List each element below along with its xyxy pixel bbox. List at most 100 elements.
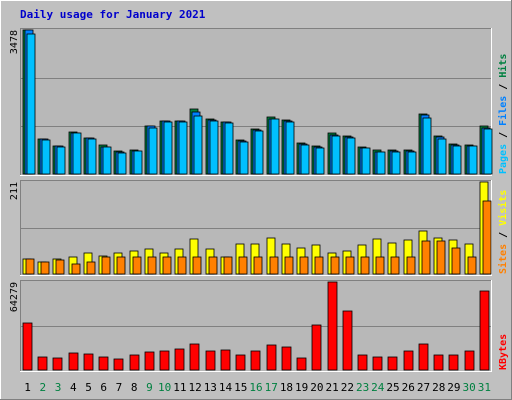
legend-hits-files-pages-part: /: [498, 126, 509, 144]
bar-kbytes-day-21: [327, 281, 338, 371]
bar-kbytes-day-1: [22, 322, 33, 371]
x-tick-label-day-19: 19: [295, 381, 308, 394]
bar-pages-day-24: [376, 151, 386, 175]
x-tick-label-day-23: 23: [356, 381, 369, 394]
bar-sites-day-11: [177, 256, 187, 275]
bar-kbytes-day-23: [357, 354, 368, 371]
bar-sites-day-12: [192, 256, 202, 275]
bar-sites-day-18: [284, 256, 294, 275]
x-tick-label-day-2: 2: [40, 381, 47, 394]
x-tick-label-day-18: 18: [280, 381, 293, 394]
y-max-label: 3478: [9, 30, 20, 54]
bar-pages-day-20: [315, 147, 325, 175]
y-max-label: 211: [9, 182, 20, 200]
bar-sites-day-30: [467, 256, 477, 275]
bar-sites-day-26: [406, 256, 416, 275]
bar-pages-day-9: [148, 127, 158, 175]
bar-kbytes-day-12: [189, 343, 200, 371]
bar-kbytes-day-2: [37, 356, 48, 371]
bar-sites-day-1: [25, 258, 35, 275]
bar-kbytes-day-13: [205, 350, 216, 371]
bar-sites-day-22: [345, 256, 355, 275]
x-tick-label-day-13: 13: [204, 381, 217, 394]
bar-kbytes-day-28: [433, 354, 444, 371]
bar-sites-day-8: [132, 256, 142, 275]
bar-pages-day-28: [437, 138, 447, 175]
x-tick-label-day-5: 5: [85, 381, 92, 394]
bar-kbytes-day-3: [52, 357, 63, 371]
bar-pages-day-11: [178, 121, 188, 175]
x-tick-label-day-20: 20: [310, 381, 323, 394]
legend-kbytes: KBytes: [498, 334, 509, 370]
x-tick-label-day-12: 12: [188, 381, 201, 394]
bar-sites-day-19: [299, 256, 309, 275]
bar-pages-day-3: [56, 146, 66, 175]
x-tick-label-day-4: 4: [70, 381, 77, 394]
bar-kbytes-day-20: [311, 324, 322, 371]
bar-pages-day-16: [254, 130, 264, 175]
legend-visits-sites: Sites / Visits: [497, 190, 509, 274]
x-tick-label-day-22: 22: [341, 381, 354, 394]
bar-kbytes-day-30: [464, 350, 475, 371]
bar-sites-day-15: [238, 256, 248, 275]
x-tick-label-day-15: 15: [234, 381, 247, 394]
bar-pages-day-4: [72, 132, 82, 175]
bar-kbytes-day-10: [159, 350, 170, 371]
bar-kbytes-day-11: [174, 348, 185, 371]
bar-kbytes-day-18: [281, 346, 292, 371]
bar-pages-day-18: [285, 121, 295, 175]
bar-kbytes-day-4: [68, 352, 79, 371]
bar-kbytes-day-27: [418, 343, 429, 371]
y-max-label: 64279: [9, 282, 20, 312]
bar-sites-day-28: [436, 240, 446, 275]
bar-sites-day-20: [314, 256, 324, 275]
bar-sites-day-5: [86, 261, 96, 275]
bar-kbytes-day-24: [372, 356, 383, 371]
bar-pages-day-5: [87, 138, 97, 175]
bar-sites-day-27: [421, 240, 431, 275]
legend-visits-sites-part: Visits: [497, 190, 509, 226]
bar-sites-day-13: [208, 256, 218, 275]
bar-pages-day-7: [117, 152, 127, 175]
bar-sites-day-23: [360, 256, 370, 275]
bar-pages-day-12: [193, 115, 203, 175]
x-tick-label-day-29: 29: [447, 381, 460, 394]
bar-kbytes-day-9: [144, 351, 155, 371]
x-tick-label-day-30: 30: [463, 381, 476, 394]
bar-pages-day-15: [239, 141, 249, 175]
bar-pages-day-1: [26, 33, 36, 175]
bar-kbytes-day-19: [296, 357, 307, 371]
bar-kbytes-day-7: [113, 358, 124, 371]
bar-sites-day-25: [390, 256, 400, 275]
bar-pages-day-29: [452, 145, 462, 175]
bar-kbytes-day-22: [342, 310, 353, 371]
bar-sites-day-21: [330, 256, 340, 275]
bar-pages-day-10: [163, 121, 173, 175]
bar-sites-day-17: [269, 256, 279, 275]
legend-hits-files-pages-part: /: [498, 78, 509, 96]
bar-kbytes-day-26: [403, 350, 414, 371]
x-tick-label-day-3: 3: [55, 381, 62, 394]
x-tick-label-day-25: 25: [386, 381, 399, 394]
bar-sites-day-7: [116, 256, 126, 275]
bar-pages-day-25: [391, 151, 401, 175]
bar-pages-day-13: [209, 120, 219, 175]
bar-pages-day-19: [300, 144, 310, 175]
x-tick-label-day-9: 9: [146, 381, 153, 394]
x-tick-label-day-6: 6: [100, 381, 107, 394]
bar-pages-day-31: [483, 128, 493, 175]
x-tick-label-day-14: 14: [219, 381, 233, 394]
x-tick-label-day-21: 21: [326, 381, 339, 394]
x-tick-label-day-1: 1: [24, 381, 31, 394]
x-tick-label-day-24: 24: [371, 381, 385, 394]
bar-pages-day-2: [41, 139, 51, 175]
bar-pages-day-14: [224, 122, 234, 175]
bar-pages-day-30: [468, 145, 478, 175]
bar-kbytes-day-29: [448, 354, 459, 371]
bar-pages-day-6: [102, 146, 112, 175]
x-tick-label-day-31: 31: [478, 381, 491, 394]
bar-kbytes-day-8: [129, 354, 140, 371]
bar-pages-day-21: [331, 135, 341, 175]
legend-hits-files-pages: Pages / Files / Hits: [497, 54, 509, 174]
